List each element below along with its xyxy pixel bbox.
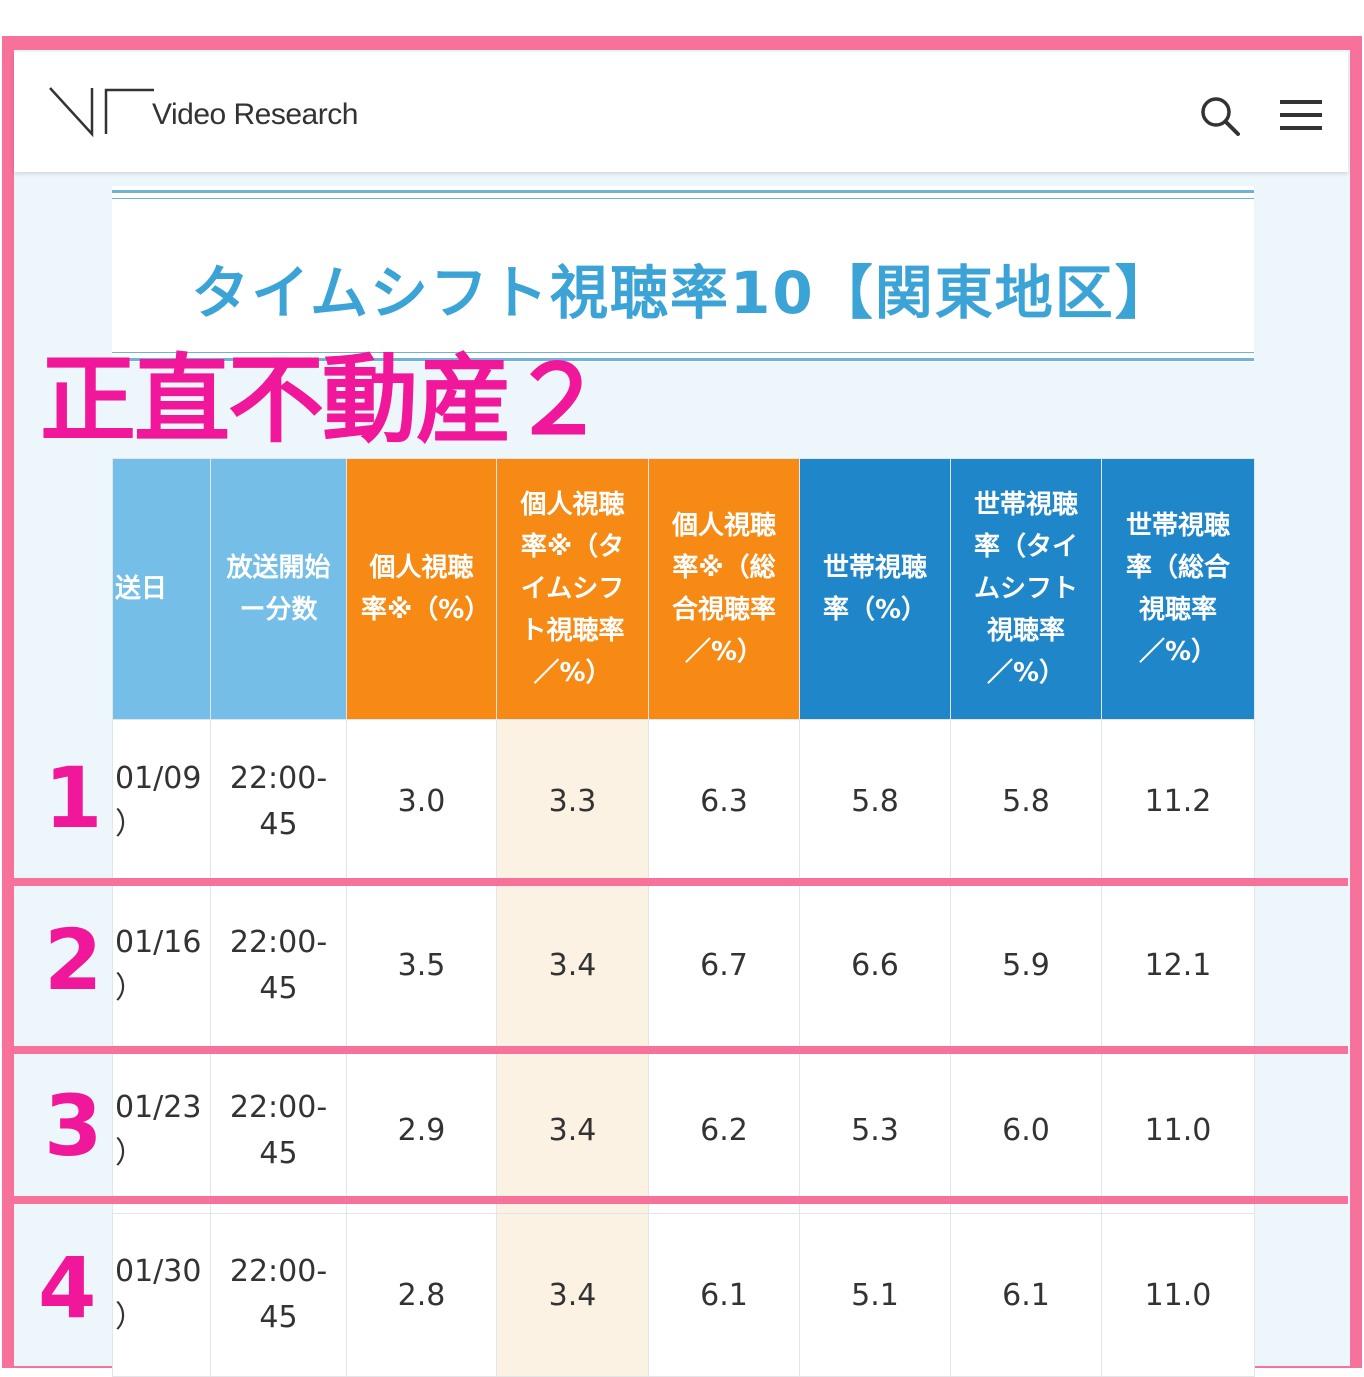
cell-personal-total: 6.7 <box>648 883 800 1048</box>
title-rule-top-thin <box>112 198 1254 199</box>
cell-household-total: 11.2 <box>1101 719 1255 884</box>
col-header-household-total: 世帯視聴率（総合視聴率／%） <box>1101 458 1255 720</box>
col-header-personal: 個人視聴率※（%） <box>346 458 497 720</box>
date-text: 01/16 <box>115 924 202 960</box>
cell-time: 22:00- 45 <box>210 1047 347 1214</box>
cell-personal-timeshift: 3.4 <box>496 1213 649 1377</box>
search-icon[interactable] <box>1198 94 1242 138</box>
time-minutes: 45 <box>259 1300 298 1335</box>
hamburger-menu-icon[interactable] <box>1278 96 1324 134</box>
time-start: 22:00- <box>229 1254 328 1289</box>
video-research-logo-icon[interactable] <box>48 84 158 140</box>
cell-date: 01/23 ） <box>112 1047 211 1214</box>
site-header <box>14 52 1348 172</box>
title-rule-bottom <box>112 358 1254 361</box>
cell-personal: 2.9 <box>346 1047 497 1214</box>
row-number-1: 1 <box>44 749 103 847</box>
cell-household-timeshift: 5.9 <box>950 883 1102 1048</box>
cell-date: 01/16 ） <box>112 883 211 1048</box>
cell-personal-total: 6.1 <box>648 1213 800 1377</box>
cell-household: 5.8 <box>799 719 951 884</box>
row-number-4: 4 <box>38 1239 97 1337</box>
col-header-time: 放送開始ー分数 <box>210 458 347 720</box>
row-number-2: 2 <box>44 911 103 1009</box>
time-minutes: 45 <box>259 1135 298 1171</box>
table-row: 01/16 ） 22:00- 45 3.5 3.4 6.7 6.6 5.9 12.1 <box>112 883 1255 1048</box>
title-card: タイムシフト視聴率10【関東地区】 <box>112 186 1254 362</box>
overlay-show-title: 正直不動産２ <box>40 344 606 456</box>
title-rule-top <box>112 190 1254 193</box>
cell-date: 01/30 ） <box>112 1213 211 1377</box>
date-text: 01/30 <box>115 1254 202 1289</box>
table-row: 01/23 ） 22:00- 45 2.9 3.4 6.2 5.3 6.0 11.0 <box>112 1047 1255 1214</box>
cell-personal-timeshift: 3.3 <box>496 719 649 884</box>
title-rule-bottom-thin <box>112 352 1254 353</box>
page-title: タイムシフト視聴率10【関東地区】 <box>191 259 1175 327</box>
date-text: 01/09 <box>115 760 202 796</box>
table-header-row: 送日 放送開始ー分数 個人視聴率※（%） 個人視聴率※（タイムシフト視聴率／%）… <box>112 458 1255 720</box>
row-separator <box>2 878 1348 886</box>
ratings-table: 送日 放送開始ー分数 個人視聴率※（%） 個人視聴率※（タイムシフト視聴率／%）… <box>112 458 1255 1377</box>
cell-household-timeshift: 6.0 <box>950 1047 1102 1214</box>
time-minutes: 45 <box>259 970 298 1006</box>
cell-personal-timeshift: 3.4 <box>496 1047 649 1214</box>
cell-personal: 3.5 <box>346 883 497 1048</box>
day-text: ） <box>115 1300 145 1335</box>
day-text: ） <box>115 970 145 1006</box>
cell-personal-total: 6.2 <box>648 1047 800 1214</box>
row-number-3: 3 <box>44 1077 103 1175</box>
cell-household-total: 11.0 <box>1101 1047 1255 1214</box>
col-header-date: 送日 <box>112 458 211 720</box>
cell-time: 22:00- 45 <box>210 883 347 1048</box>
cell-time: 22:00- 45 <box>210 719 347 884</box>
day-text: ） <box>115 806 145 842</box>
col-header-household: 世帯視聴率（%） <box>799 458 951 720</box>
table-row: 01/30 ） 22:00- 45 2.8 3.4 6.1 5.1 6.1 11.0 <box>112 1213 1255 1377</box>
time-start: 22:00- <box>229 760 328 796</box>
cell-household: 5.3 <box>799 1047 951 1214</box>
time-minutes: 45 <box>259 806 298 842</box>
row-separator <box>2 1046 1348 1054</box>
time-start: 22:00- <box>229 924 328 960</box>
cell-time: 22:00- 45 <box>210 1213 347 1377</box>
cell-household: 6.6 <box>799 883 951 1048</box>
cell-household-timeshift: 6.1 <box>950 1213 1102 1377</box>
col-header-personal-timeshift: 個人視聴率※（タイムシフト視聴率／%） <box>496 458 649 720</box>
cell-household-total: 12.1 <box>1101 883 1255 1048</box>
time-start: 22:00- <box>229 1089 328 1125</box>
cell-household: 5.1 <box>799 1213 951 1377</box>
row-separator <box>2 1196 1348 1204</box>
cell-personal: 2.8 <box>346 1213 497 1377</box>
table-row: 01/09 ） 22:00- 45 3.0 3.3 6.3 5.8 5.8 11.2 <box>112 719 1255 884</box>
cell-personal: 3.0 <box>346 719 497 884</box>
logo-text[interactable]: Video Research <box>152 98 358 131</box>
cell-personal-timeshift: 3.4 <box>496 883 649 1048</box>
cell-date: 01/09 ） <box>112 719 211 884</box>
cell-household-total: 11.0 <box>1101 1213 1255 1377</box>
cell-household-timeshift: 5.8 <box>950 719 1102 884</box>
col-header-household-timeshift: 世帯視聴率（タイムシフト視聴率／%） <box>950 458 1102 720</box>
date-text: 01/23 <box>115 1089 202 1125</box>
col-header-personal-total: 個人視聴率※（総合視聴率／%） <box>648 458 800 720</box>
day-text: ） <box>115 1135 145 1171</box>
cell-personal-total: 6.3 <box>648 719 800 884</box>
